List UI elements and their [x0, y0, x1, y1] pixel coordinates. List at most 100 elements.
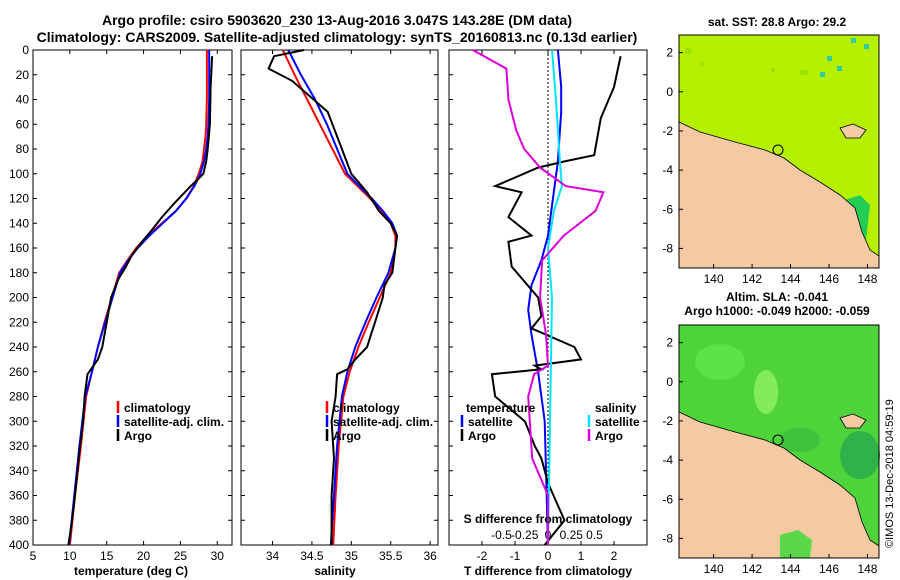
- temperature-series: [67, 50, 214, 546]
- y-tick-label: 200: [9, 291, 29, 305]
- legend-climatology: climatology: [124, 401, 191, 415]
- title-line2: Climatology: CARS2009. Satellite-adjuste…: [37, 29, 638, 45]
- legend-argo: Argo: [124, 429, 152, 443]
- y-tick-label: 40: [16, 93, 30, 107]
- series-salinity-argo: [472, 49, 605, 545]
- y-tick-label: 340: [9, 464, 29, 478]
- imos-credit: ©IMOS 13-Dec-2018 04:59:19: [884, 399, 896, 548]
- y-tick-label: 20: [16, 68, 30, 82]
- legend-climatology-2: climatology: [333, 401, 400, 415]
- map-y-tick-label: -6: [662, 202, 673, 216]
- y-tick-label: 300: [9, 414, 29, 428]
- map-y-tick-label: 0: [666, 85, 673, 99]
- x-tick-label: -1: [510, 549, 521, 563]
- temperature-axis: 5 10 15 20 25 3002040608010012014016018020022…: [9, 43, 232, 563]
- y-tick-label: 380: [9, 513, 29, 527]
- map-y-tick-label: -8: [662, 531, 673, 545]
- y-tick-label: 180: [9, 266, 29, 280]
- map-y-tick-label: -6: [662, 492, 673, 506]
- map-y-tick-label: 2: [666, 46, 673, 60]
- x-tick-label: 2: [611, 549, 618, 563]
- sdiff-xlabel: S difference from climatology: [464, 512, 633, 526]
- y-tick-label: 320: [9, 439, 29, 453]
- y-tick-label: 360: [9, 489, 29, 503]
- legend-s-satellite: satellite: [595, 415, 640, 429]
- x2-tick-label: -0.5: [491, 528, 512, 542]
- legend-salinity: climatology satellite-adj. clim. Argo: [325, 401, 433, 443]
- legend-temperature: climatology satellite-adj. clim. Argo: [116, 401, 224, 443]
- difference-series: [472, 49, 622, 546]
- x-tick-label: 15: [100, 549, 114, 563]
- x-tick-label: 36: [423, 549, 437, 563]
- sla-map: [678, 324, 880, 559]
- x-tick-label: -2: [477, 549, 488, 563]
- map-x-tick-label: 140: [704, 272, 724, 286]
- y-tick-label: 100: [9, 167, 29, 181]
- legend-t-argo: Argo: [468, 429, 496, 443]
- legend-satellite-adj-2: satellite-adj. clim.: [333, 415, 433, 429]
- map-y-tick-label: -2: [662, 124, 673, 138]
- y-tick-label: 60: [16, 117, 30, 131]
- y-tick-label: 400: [9, 538, 29, 552]
- sst-map-title: sat. SST: 28.8 Argo: 29.2: [708, 15, 847, 29]
- x2-tick-label: 0.5: [586, 528, 603, 542]
- legend-t-satellite: satellite: [468, 415, 513, 429]
- legend-temperature-head: temperature: [466, 401, 536, 415]
- x-tick-label: 5: [30, 549, 37, 563]
- y-tick-label: 280: [9, 390, 29, 404]
- map-y-tick-label: -2: [662, 414, 673, 428]
- legend-salinity-head: salinity: [595, 401, 637, 415]
- map-x-tick-label: 144: [781, 272, 801, 286]
- map-x-tick-label: 146: [819, 562, 839, 576]
- map-y-tick-label: -4: [662, 163, 673, 177]
- y-tick-label: 260: [9, 365, 29, 379]
- map-y-tick-label: -4: [662, 453, 673, 467]
- salinity-panel: [240, 49, 439, 546]
- series-climatology: [281, 49, 397, 546]
- map-y-tick-label: 2: [666, 336, 673, 350]
- x-tick-label: 10: [63, 549, 77, 563]
- y-tick-label: 160: [9, 241, 29, 255]
- x2-tick-label: 0.25: [560, 528, 584, 542]
- series-argo: [267, 49, 399, 545]
- map-x-tick-label: 146: [819, 272, 839, 286]
- x2-tick-label: -0.25: [511, 528, 539, 542]
- y-tick-label: 80: [16, 142, 30, 156]
- sla-map-title-2: Argo h1000: -0.049 h2000: -0.059: [684, 304, 870, 318]
- legend-s-argo: Argo: [595, 429, 623, 443]
- map-x-tick-label: 148: [857, 562, 877, 576]
- sla-map-title-1: Altim. SLA: -0.041: [726, 290, 828, 304]
- x-tick-label: 34: [266, 549, 280, 563]
- map-x-tick-label: 140: [704, 562, 724, 576]
- y-tick-label: 0: [22, 43, 29, 57]
- tdiff-xlabel: T difference from climatology: [464, 564, 632, 578]
- x-tick-label: 20: [137, 549, 151, 563]
- salinity-axis: 34 34.5 35 35.5 36: [241, 49, 438, 563]
- map-y-tick-label: -8: [662, 241, 673, 255]
- y-tick-label: 120: [9, 192, 29, 206]
- temperature-panel: [32, 49, 233, 546]
- map-x-tick-label: 142: [742, 272, 762, 286]
- map-x-tick-label: 144: [781, 562, 801, 576]
- y-tick-label: 240: [9, 340, 29, 354]
- y-tick-label: 140: [9, 216, 29, 230]
- x-tick-label: 25: [174, 549, 188, 563]
- temperature-xlabel: temperature (deg C): [74, 564, 188, 578]
- map-x-tick-label: 142: [742, 562, 762, 576]
- x-tick-label: 0: [545, 549, 552, 563]
- map-x-tick-label: 148: [857, 272, 877, 286]
- x-tick-label: 1: [578, 549, 585, 563]
- series-salinity-satellite: [546, 49, 563, 546]
- salinity-series: [267, 49, 399, 546]
- x-tick-label: 34.5: [300, 549, 324, 563]
- title-line1: Argo profile: csiro 5903620_230 13-Aug-2…: [102, 12, 572, 28]
- legend-satellite-adj: satellite-adj. clim.: [124, 415, 224, 429]
- series-temperature-satellite: [527, 49, 563, 546]
- map-y-tick-label: 0: [666, 375, 673, 389]
- y-tick-label: 220: [9, 315, 29, 329]
- legend-argo-2: Argo: [333, 429, 361, 443]
- x-tick-label: 30: [211, 549, 225, 563]
- legend-difference: temperature satellite Argo salinity sate…: [460, 401, 640, 443]
- x-tick-label: 35.5: [379, 549, 403, 563]
